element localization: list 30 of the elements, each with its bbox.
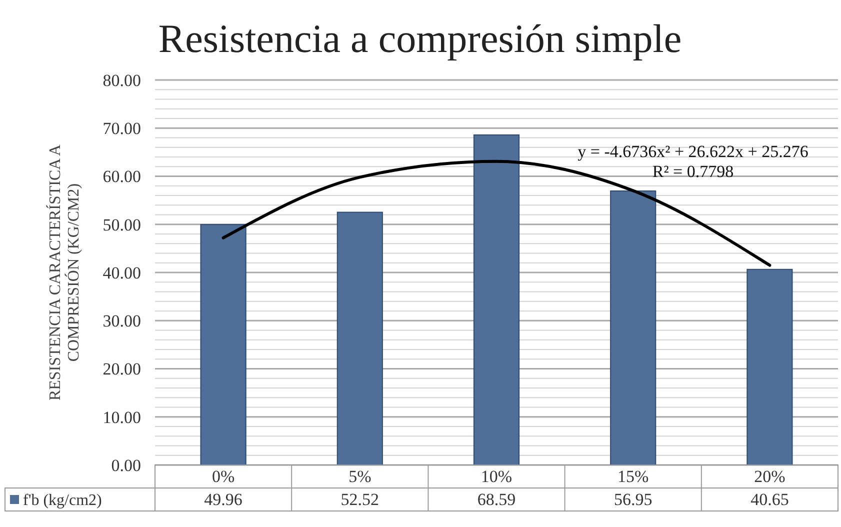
y-tick-label: 0.00 <box>111 456 141 475</box>
legend-label: f'b (kg/cm2) <box>23 492 102 509</box>
x-tick-label: 10% <box>480 467 512 486</box>
bar <box>200 224 246 466</box>
annotation: R² = 0.7798 <box>652 162 734 181</box>
annotation: y = -4.6736x² + 26.622x + 25.276 <box>578 142 808 161</box>
y-tick-label: 70.00 <box>102 119 141 138</box>
y-tick-label: 60.00 <box>102 167 141 186</box>
bar <box>473 134 520 466</box>
bar <box>746 268 793 466</box>
data-label: 68.59 <box>477 490 516 509</box>
y-tick-label: 20.00 <box>102 360 141 379</box>
y-tick-label: 30.00 <box>102 312 141 331</box>
x-tick-label: 5% <box>348 467 372 486</box>
y-tick-label: 50.00 <box>102 215 141 234</box>
bar <box>336 212 383 466</box>
data-label: 49.96 <box>204 490 242 509</box>
y-tick-label: 40.00 <box>102 263 141 282</box>
bar <box>610 190 656 466</box>
x-tick-label: 20% <box>754 467 786 486</box>
chart-title: Resistencia a compresión simple <box>158 16 682 61</box>
x-tick-label: 0% <box>212 467 235 486</box>
data-label: 40.65 <box>750 490 789 509</box>
line-series <box>222 160 772 267</box>
y-tick-label: 80.00 <box>102 70 141 90</box>
data-label: 56.95 <box>614 490 652 509</box>
y-axis-title: RESISTENCIA CARACTERÍSTICA A COMPRESIÓN (KG/CM2) <box>46 144 82 401</box>
data-label: 52.52 <box>340 490 380 509</box>
x-tick-label: 15% <box>618 467 649 486</box>
y-tick-label: 10.00 <box>102 408 141 427</box>
